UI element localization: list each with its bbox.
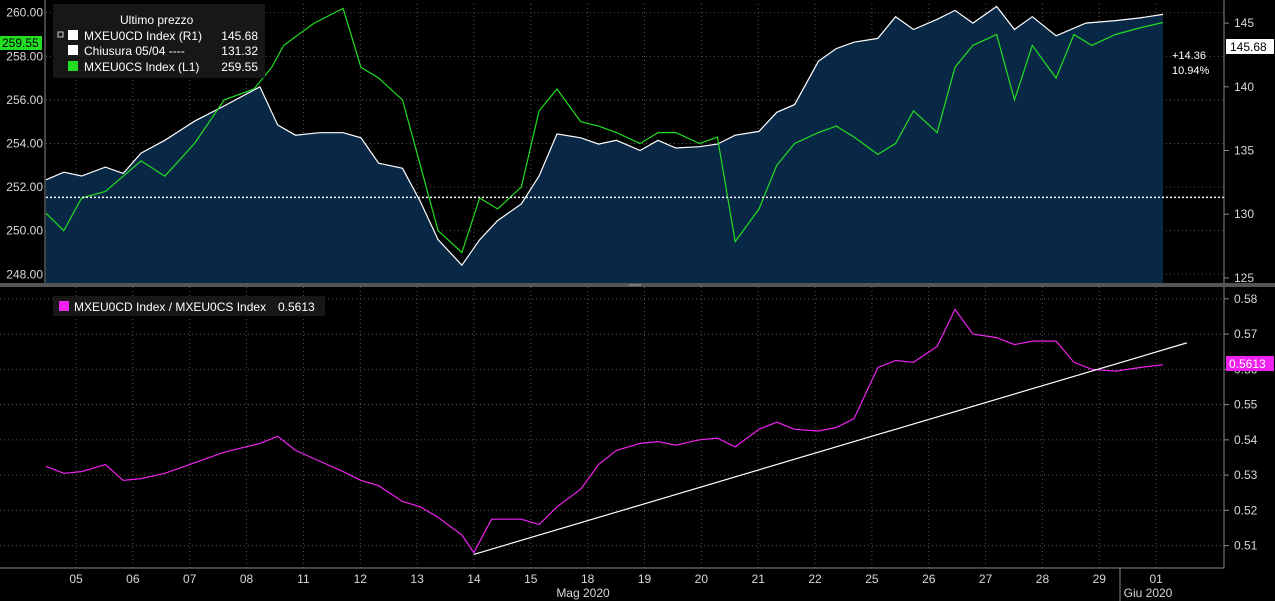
month-label-mag: Mag 2020	[556, 586, 610, 600]
cd-current-tag-bg	[1226, 39, 1274, 54]
cd-current-tag: 145.68	[1230, 40, 1267, 54]
x-tick-12: 12	[354, 572, 368, 586]
right-tick-125: 125	[1234, 271, 1254, 285]
left-tick-258.00: 258.00	[6, 49, 43, 63]
x-tick-21: 21	[752, 572, 766, 586]
legend-value-cd: 145.68	[221, 29, 258, 43]
ratio-current-tag: 0.5613	[1229, 357, 1266, 371]
cs-current-tag: 259.55	[2, 36, 39, 50]
left-tick-248.00: 248.00	[6, 267, 43, 281]
bottom-legend-box	[53, 296, 325, 316]
bottom-tick-0.57: 0.57	[1234, 327, 1258, 341]
left-tick-254.00: 254.00	[6, 137, 43, 151]
x-tick-11: 11	[297, 572, 310, 586]
right-axis-ticks-top: 125 130 135 140 145	[1224, 16, 1254, 285]
legend-toggle-icon[interactable]	[57, 31, 64, 38]
left-axis-ticks: 248.00 250.00 252.00 254.00 256.00 258.00 260.…	[6, 6, 43, 282]
right-tick-140: 140	[1234, 80, 1254, 94]
month-label-giu: Giu 2020	[1124, 586, 1173, 600]
top-legend-box	[53, 4, 265, 78]
x-tick-15: 15	[524, 572, 538, 586]
bottom-tick-0.52: 0.52	[1234, 503, 1258, 517]
x-tick-22: 22	[808, 572, 822, 586]
mxeu0cd-area	[46, 6, 1163, 283]
mxeu0cd-line	[45, 5, 1164, 267]
ratio-line	[45, 308, 1164, 554]
legend-value-ratio: 0.5613	[278, 300, 315, 314]
x-tick-07: 07	[183, 572, 197, 586]
left-tick-260.00: 260.00	[6, 6, 43, 20]
bottom-tick-0.55: 0.55	[1234, 398, 1258, 412]
legend-value-close: 131.32	[221, 44, 258, 58]
x-tick-01: 01	[1149, 572, 1163, 586]
cs-current-tag-bg	[0, 36, 42, 50]
change-abs: +14.36	[1172, 50, 1206, 62]
left-tick-252.00: 252.00	[6, 180, 43, 194]
left-tick-256.00: 256.00	[6, 93, 43, 107]
ratio-current-tag-bg	[1226, 356, 1274, 371]
legend-label-close: Chiusura 05/04 ----	[84, 44, 185, 58]
legend-title: Ultimo prezzo	[120, 13, 194, 27]
x-tick-25: 25	[865, 572, 879, 586]
bottom-panel-grid	[0, 287, 1224, 568]
x-tick-14: 14	[467, 572, 481, 586]
change-pct: 10.94%	[1172, 65, 1210, 77]
x-tick-06: 06	[126, 572, 140, 586]
legend-swatch-ratio	[59, 301, 69, 311]
bottom-tick-0.53: 0.53	[1234, 468, 1258, 482]
x-tick-20: 20	[695, 572, 709, 586]
legend-label-cs: MXEU0CS Index (L1)	[84, 60, 199, 74]
x-tick-26: 26	[922, 572, 936, 586]
right-axis-ticks-bottom: 0.510.520.530.540.550.560.570.58	[1224, 292, 1258, 553]
legend-swatch-close	[68, 45, 78, 55]
left-tick-250.00: 250.00	[6, 224, 43, 238]
x-tick-05: 05	[69, 572, 83, 586]
right-tick-135: 135	[1234, 144, 1254, 158]
x-tick-27: 27	[979, 572, 993, 586]
legend-swatch-cd	[68, 30, 78, 40]
x-tick-18: 18	[581, 572, 595, 586]
x-tick-28: 28	[1036, 572, 1050, 586]
x-tick-13: 13	[410, 572, 424, 586]
x-axis-ticks: 05 06 07 08 11 12 13 14 15 18 19 20 21 22 25 26 27 28 29 01	[69, 572, 1163, 586]
trendline	[473, 342, 1187, 555]
legend-value-cs: 259.55	[221, 60, 258, 74]
bottom-tick-0.51: 0.51	[1234, 539, 1258, 553]
legend-label-ratio: MXEU0CD Index / MXEU0CS Index	[74, 300, 266, 314]
right-tick-145: 145	[1234, 16, 1254, 30]
bottom-tick-0.54: 0.54	[1234, 433, 1258, 447]
legend-label-cd: MXEU0CD Index (R1)	[84, 29, 202, 43]
right-tick-130: 130	[1234, 207, 1254, 221]
mxeu0cs-line	[45, 7, 1164, 254]
x-tick-19: 19	[638, 572, 652, 586]
legend-swatch-cs	[68, 61, 78, 71]
x-tick-08: 08	[240, 572, 254, 586]
x-tick-29: 29	[1093, 572, 1107, 586]
bottom-tick-0.58: 0.58	[1234, 292, 1258, 306]
